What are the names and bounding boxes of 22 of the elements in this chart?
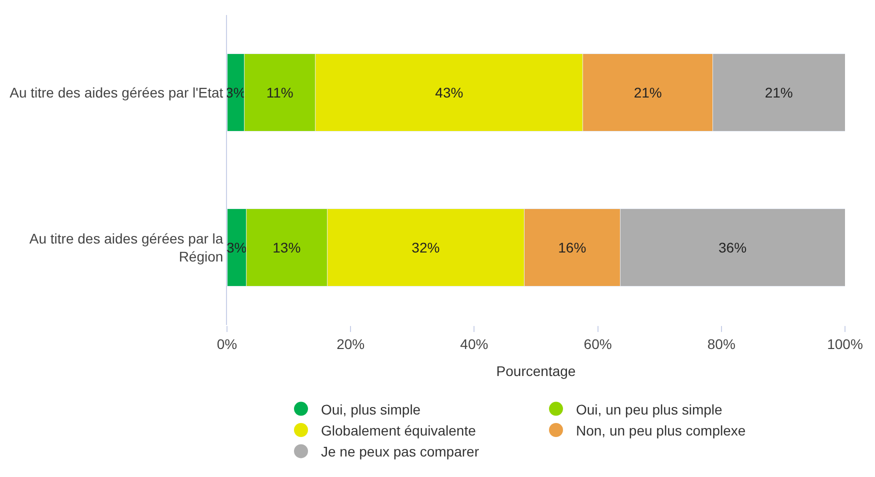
data-label: 32% [412,240,440,256]
legend-label: Je ne peux pas comparer [321,444,480,460]
data-label: 21% [764,84,793,100]
x-tick-label: 60% [584,336,612,352]
data-label: 13% [272,240,301,256]
y-tick-label: Au titre des aides gérées par l'Etat [10,84,224,100]
data-label: 43% [435,84,464,100]
data-label: 11% [266,84,294,100]
x-tick-label: 0% [216,336,238,352]
x-tick-label: 20% [336,336,365,352]
legend-label: Oui, un peu plus simple [576,401,723,418]
data-label: 16% [558,240,586,256]
data-label: 21% [634,84,662,100]
x-tick-label: 100% [827,336,863,352]
legend-label: Oui, plus simple [321,401,421,418]
legend-label: Non, un peu plus complexe [576,422,746,438]
data-label: 36% [718,240,747,256]
x-tick-label: 40% [460,336,488,352]
x-axis-title: Pourcentage [496,363,576,380]
y-tick-label: Au titre des aides gérées par la Région [29,230,224,264]
x-tick-label: 80% [707,336,736,352]
legend-label: Globalement équivalente [321,422,476,438]
